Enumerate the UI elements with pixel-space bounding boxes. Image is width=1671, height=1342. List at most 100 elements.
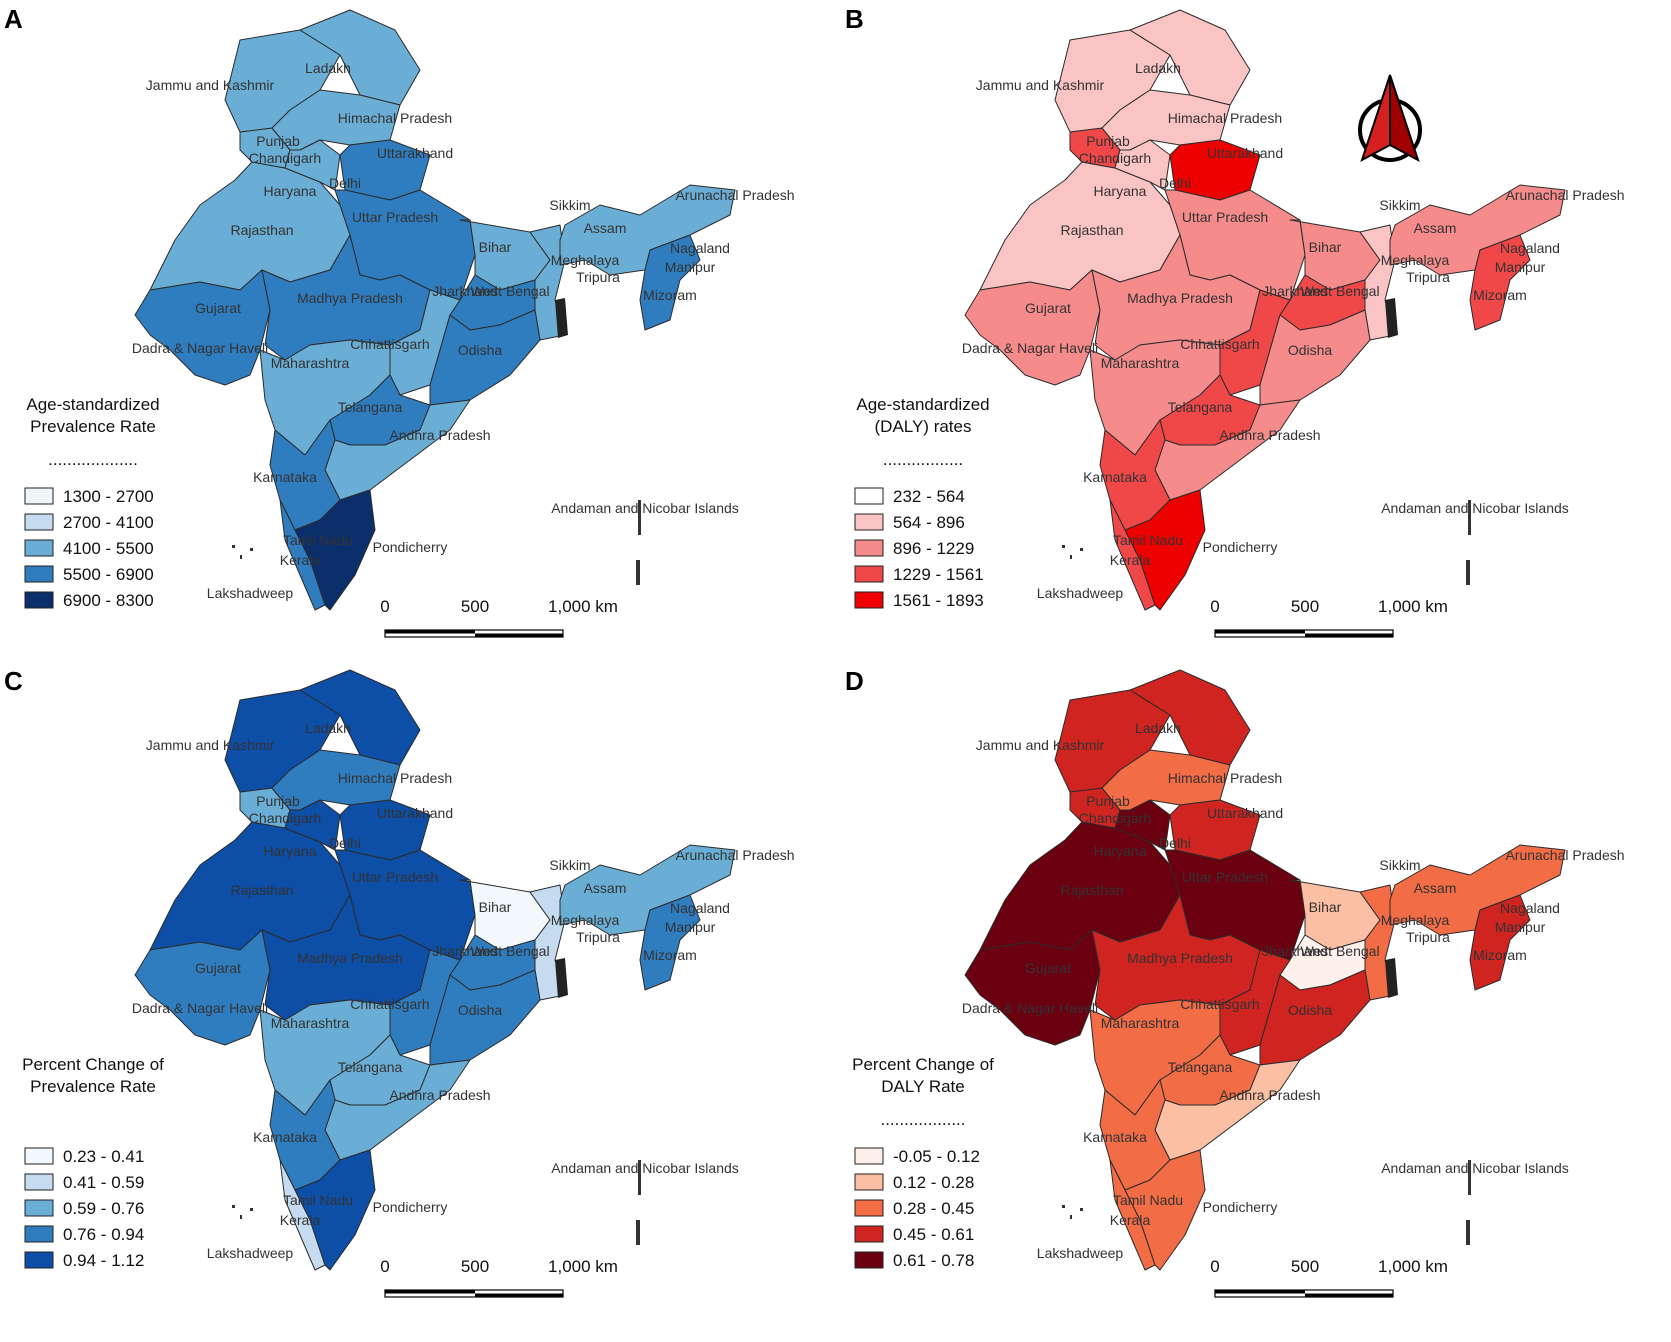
legend-label: 1300 - 2700 — [63, 487, 154, 506]
legend-label: 0.12 - 0.28 — [893, 1173, 974, 1192]
state-label: Assam — [584, 880, 627, 896]
region-northeast_ne — [639, 894, 701, 991]
region-ladakh — [1129, 669, 1251, 766]
state-label: Andaman and Nicobar Islands — [551, 500, 739, 516]
state-label: Mizoram — [1473, 287, 1527, 303]
panel-label: A — [4, 4, 23, 34]
state-label: Punjab — [1086, 133, 1130, 149]
state-label: Bihar — [479, 899, 512, 915]
state-label: Sikkim — [549, 857, 590, 873]
state-label: Chhattisgarh — [1180, 996, 1259, 1012]
scale-bar-segment — [1305, 633, 1393, 637]
north-arrow-left — [1360, 74, 1391, 163]
legend-label: 0.59 - 0.76 — [63, 1199, 144, 1218]
state-label: Ladakh — [1135, 720, 1181, 736]
state-label: Mizoram — [1473, 947, 1527, 963]
state-label: Chandigarh — [1079, 810, 1151, 826]
legend-label: 0.94 - 1.12 — [63, 1251, 144, 1270]
choropleth-map — [964, 9, 1566, 611]
legend: Percent Change of Prevalence Rate 0.23 - 0… — [22, 1055, 164, 1270]
region-northeast_ne — [1469, 234, 1531, 331]
state-label: Bihar — [1309, 239, 1342, 255]
scale-bar-label: 1,000 km — [1378, 597, 1448, 616]
legend: Percent Change of DALY Rate..............… — [852, 1055, 994, 1270]
state-label: Uttarakhand — [377, 145, 453, 161]
state-label: Pondicherry — [1203, 1199, 1278, 1215]
region-odisha — [1259, 969, 1371, 1066]
scale-bar-label: 1,000 km — [548, 1257, 618, 1276]
state-label: Chhattisgarh — [350, 996, 429, 1012]
scale-bar-segment — [1215, 630, 1305, 634]
state-label: Chandigarh — [249, 810, 321, 826]
state-label: Assam — [1414, 220, 1457, 236]
legend-swatch — [854, 1199, 884, 1217]
state-label: Kerala — [280, 1212, 321, 1228]
state-label: Tripura — [1406, 269, 1450, 285]
map-panel-a: Ladakh Jammu and Kashmir Himachal Pradesh P… — [4, 4, 795, 638]
state-label: Delhi — [329, 835, 361, 851]
state-label: Meghalaya — [551, 252, 620, 268]
legend-swatch — [24, 591, 54, 609]
panels: Ladakh Jammu and Kashmir Himachal Pradesh P… — [4, 4, 1625, 1298]
state-label: Meghalaya — [1381, 252, 1450, 268]
state-label: Maharashtra — [271, 355, 350, 371]
state-label: Delhi — [1159, 835, 1191, 851]
legend: Age-standardized Prevalence Rate.........… — [24, 395, 160, 610]
region-odisha — [1259, 309, 1371, 406]
state-label: Karnataka — [253, 469, 317, 485]
scale-bar: 0 500 1,000 km — [1210, 597, 1448, 638]
state-label: Uttar Pradesh — [1182, 869, 1268, 885]
state-label: Ladakh — [305, 60, 351, 76]
state-label: Chhattisgarh — [350, 336, 429, 352]
state-label: Lakshadweep — [207, 585, 294, 601]
state-label: Gujarat — [195, 960, 241, 976]
state-label: Manipur — [1495, 259, 1546, 275]
scale-bar-segment — [1305, 1293, 1393, 1297]
state-label: Jammu and Kashmir — [146, 77, 275, 93]
legend-label: 6900 - 8300 — [63, 591, 154, 610]
state-label: Jammu and Kashmir — [976, 77, 1105, 93]
state-label: Tamil Nadu — [1113, 1192, 1183, 1208]
legend-swatch — [24, 487, 54, 505]
legend-label: 2700 - 4100 — [63, 513, 154, 532]
state-label: Jharkhand — [432, 943, 497, 959]
state-label: Andaman and Nicobar Islands — [551, 1160, 739, 1176]
state-label: Uttarakhand — [377, 805, 453, 821]
state-label: Uttar Pradesh — [352, 209, 438, 225]
choropleth-map — [964, 669, 1566, 1271]
state-label: Jharkhand — [1262, 943, 1327, 959]
state-label: Chandigarh — [249, 150, 321, 166]
state-label: West Bengal — [470, 943, 549, 959]
scale-bar: 0 500 1,000 km — [380, 1257, 618, 1298]
state-label: Dadra & Nagar Haveli — [962, 1000, 1098, 1016]
legend-swatch — [24, 1251, 54, 1269]
state-label: Andhra Pradesh — [389, 427, 490, 443]
state-label: Tripura — [576, 269, 620, 285]
legend-title-line: Prevalence Rate — [30, 417, 156, 436]
legend-swatch — [24, 1199, 54, 1217]
state-label: Kerala — [1110, 1212, 1151, 1228]
state-label: Sikkim — [1379, 197, 1420, 213]
scale-bar-label: 500 — [1291, 597, 1319, 616]
state-label: Delhi — [1159, 175, 1191, 191]
state-label: Uttar Pradesh — [352, 869, 438, 885]
legend-label: -0.05 - 0.12 — [893, 1147, 980, 1166]
state-label: West Bengal — [470, 283, 549, 299]
legend-title-line: (DALY) rates — [875, 417, 972, 436]
scale-bar-segment — [385, 1290, 475, 1294]
scale-bar-label: 0 — [1210, 597, 1219, 616]
legend-label: 1561 - 1893 — [893, 591, 984, 610]
state-label: Haryana — [264, 843, 317, 859]
north-arrow-icon — [1358, 74, 1422, 163]
delta-patch — [555, 958, 568, 998]
state-label: Tripura — [576, 929, 620, 945]
legend-dots: ................... — [48, 450, 138, 469]
islands — [232, 1160, 641, 1245]
state-label: Kerala — [280, 552, 321, 568]
state-label: Rajasthan — [230, 222, 293, 238]
state-label: Tamil Nadu — [283, 532, 353, 548]
legend-swatch — [24, 513, 54, 531]
legend-label: 1229 - 1561 — [893, 565, 984, 584]
state-label: Jammu and Kashmir — [976, 737, 1105, 753]
